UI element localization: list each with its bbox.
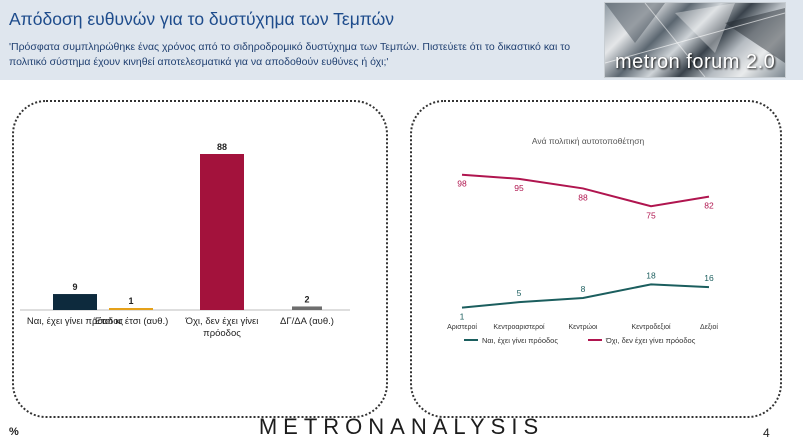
line-data-label: 1 [460,312,465,322]
bar [292,306,322,310]
bar-data-label: 88 [217,142,227,152]
percent-sign: % [9,426,19,438]
line-data-label: 16 [704,273,714,283]
line-x-tick-label: Δεξιοί [700,323,718,331]
line-x-tick-label: Αριστεροί [447,323,477,331]
page-number: 4 [763,426,770,440]
legend-label: Ναι, έχει γίνει πρόοδος [482,336,558,345]
line-data-label: 18 [646,270,656,280]
header: Απόδοση ευθυνών για το δυστύχημα των Τεμ… [0,0,803,80]
line-data-label: 8 [581,284,586,294]
line-data-label: 82 [704,201,714,211]
legend-label: Όχι, δεν έχει γίνει πρόοδος [605,336,696,345]
line-data-label: 5 [517,288,522,298]
line-data-label: 88 [578,192,588,202]
line-chart: Ανά πολιτική αυτοτοποθέτηση 1 5 8 18 16 98 95 88… [447,136,718,345]
line-data-label: 75 [646,210,656,220]
bar-chart-panel [12,100,388,418]
logo-text: metron forum 2.0 [615,51,776,73]
line-chart-title: Ανά πολιτική αυτοτοποθέτηση [532,136,645,146]
bar-category-label: Έτσι κι έτσι (αυθ.) [93,316,169,327]
bar-category-label: Όχι, δεν έχει γίνει πρόοδος [185,316,259,339]
series-line [461,173,710,208]
page-subtitle: 'Πρόσφατα συμπληρώθηκε ένας χρόνος από τ… [9,41,571,68]
bar [200,154,244,310]
metron-forum-logo: metron forum 2.0 [604,2,786,78]
line-x-tick-label: Κεντρώοι [569,323,598,331]
line-chart-panel [410,100,782,418]
bar-data-label: 9 [72,282,77,292]
bar-category-label: Ναι, έχει γίνει πρόοδος [26,316,124,327]
bar [53,294,97,310]
line-x-tick-label: Κεντροαριστεροί [493,323,545,331]
page-title: Απόδοση ευθυνών για το δυστύχημα των Τεμ… [9,9,395,29]
bar-chart: 9 1 88 2 [20,142,350,311]
bar-data-label: 2 [304,294,309,304]
bar-data-label: 1 [128,296,133,306]
logo-pattern [605,3,785,77]
brand-logo-text: METRONANALYSIS [258,414,545,439]
line-data-label: 95 [514,183,524,193]
bar [109,308,153,310]
bar-category-label: ΔΓ/ΔΑ (αυθ.) [280,316,334,327]
line-data-label: 98 [457,179,467,189]
series-line [461,283,710,309]
line-x-tick-label: Κεντροδεξιοί [631,323,671,331]
